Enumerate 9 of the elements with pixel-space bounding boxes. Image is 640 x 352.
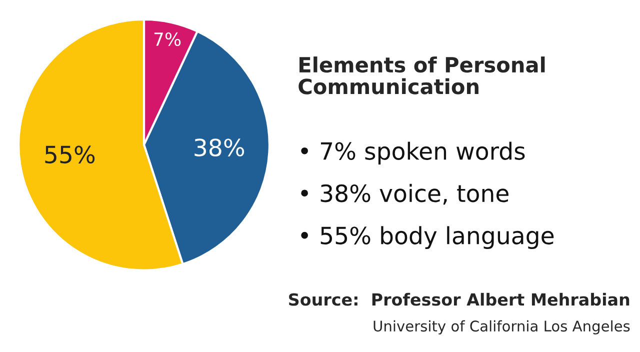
text: • 55% body language xyxy=(301,226,554,250)
data-label: 55% xyxy=(45,146,95,164)
text: Elements of Personal Communication xyxy=(298,56,545,94)
text: • 7% spoken words xyxy=(301,142,525,165)
source-note: Source: Professor Albert Mehrabian xyxy=(289,292,630,306)
text: University of California Los Angeles xyxy=(374,320,630,334)
data-label: 7% xyxy=(154,32,181,46)
text: • 38% voice, tone xyxy=(301,184,508,205)
data-label: 38% xyxy=(194,138,244,156)
